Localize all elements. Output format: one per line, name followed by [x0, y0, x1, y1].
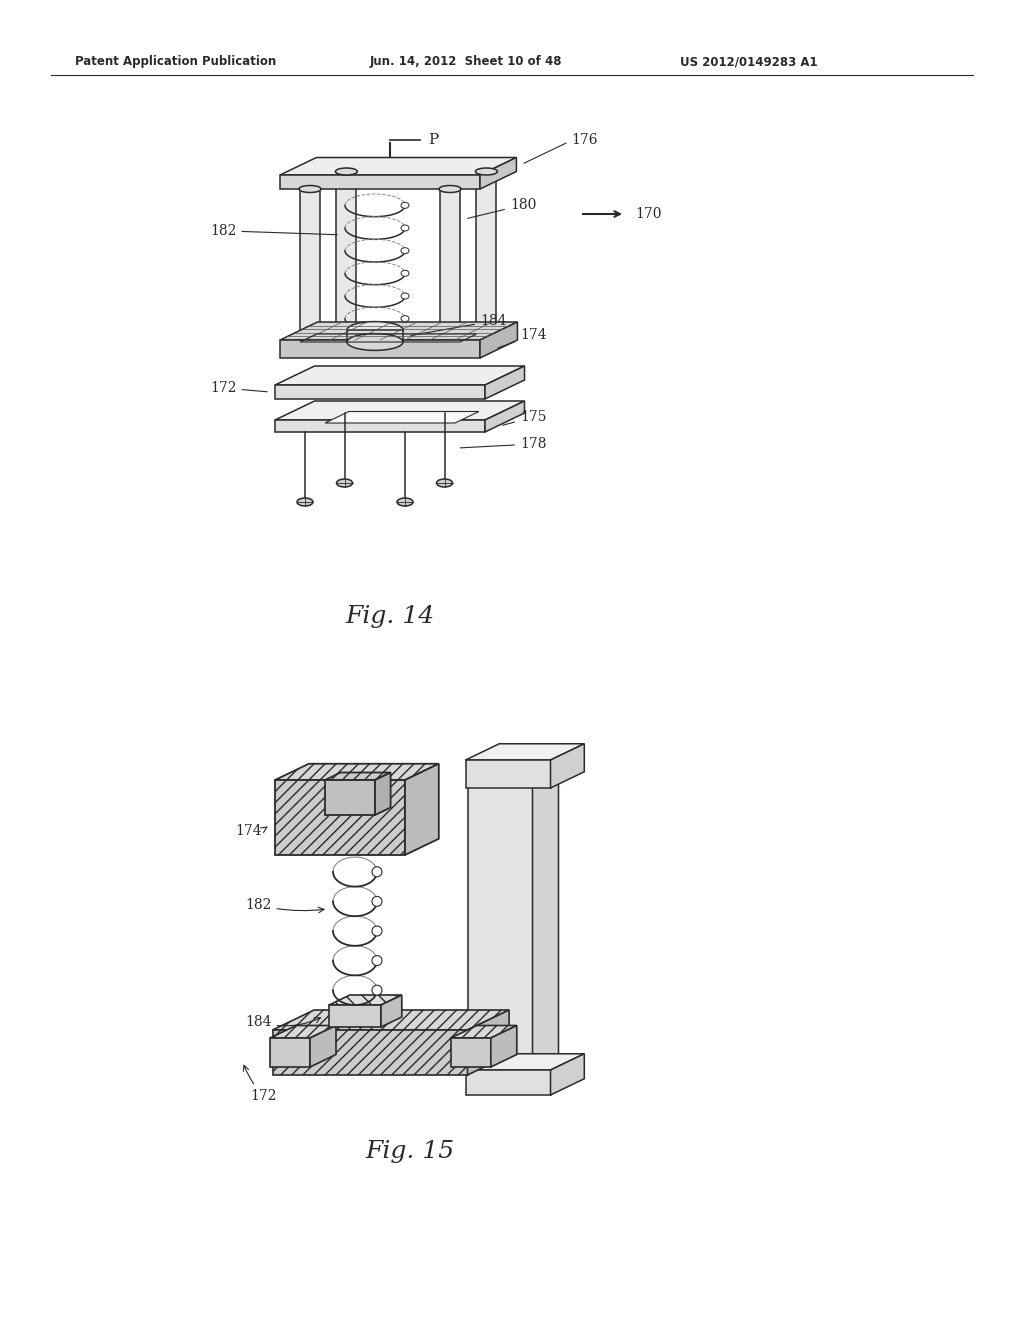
Text: 174: 174: [498, 327, 547, 348]
Text: 175: 175: [503, 411, 547, 425]
Polygon shape: [532, 758, 558, 1071]
Polygon shape: [375, 772, 390, 814]
Polygon shape: [325, 772, 390, 780]
Text: US 2012/0149283 A1: US 2012/0149283 A1: [680, 55, 817, 69]
Bar: [300, 189, 319, 341]
Polygon shape: [275, 401, 524, 420]
Ellipse shape: [401, 315, 409, 322]
Text: 170: 170: [635, 207, 662, 220]
Polygon shape: [275, 780, 406, 855]
Text: 174: 174: [234, 824, 267, 838]
Circle shape: [372, 927, 382, 936]
Text: 178: 178: [461, 437, 547, 451]
Text: 184: 184: [411, 314, 507, 335]
Ellipse shape: [401, 224, 409, 231]
Text: Patent Application Publication: Patent Application Publication: [75, 55, 276, 69]
Polygon shape: [485, 401, 524, 432]
Polygon shape: [468, 1010, 509, 1074]
Polygon shape: [466, 760, 551, 788]
Ellipse shape: [401, 248, 409, 253]
Polygon shape: [551, 1053, 585, 1096]
Polygon shape: [451, 1026, 517, 1038]
Text: Fig. 15: Fig. 15: [366, 1140, 455, 1163]
Polygon shape: [310, 1026, 336, 1067]
Polygon shape: [329, 1005, 381, 1027]
Polygon shape: [329, 995, 401, 1005]
Text: 172: 172: [244, 1065, 276, 1104]
Text: P: P: [428, 133, 438, 147]
Ellipse shape: [297, 498, 313, 506]
Text: 184: 184: [245, 1015, 321, 1030]
Text: 182: 182: [210, 224, 337, 238]
Ellipse shape: [439, 337, 461, 343]
Text: 180: 180: [468, 198, 537, 218]
Polygon shape: [275, 366, 524, 385]
Polygon shape: [275, 764, 439, 780]
Text: 176: 176: [524, 133, 598, 164]
Circle shape: [372, 867, 382, 876]
Bar: [337, 172, 356, 341]
Polygon shape: [280, 322, 517, 341]
Polygon shape: [280, 341, 480, 358]
Polygon shape: [480, 322, 517, 358]
Ellipse shape: [347, 334, 403, 350]
Ellipse shape: [397, 498, 413, 506]
Polygon shape: [381, 995, 401, 1027]
Polygon shape: [270, 1038, 310, 1067]
Polygon shape: [468, 770, 532, 1071]
Bar: [476, 172, 497, 341]
Ellipse shape: [436, 479, 453, 487]
Ellipse shape: [475, 337, 498, 343]
Polygon shape: [280, 157, 516, 176]
Polygon shape: [451, 1038, 490, 1067]
Ellipse shape: [401, 293, 409, 300]
Polygon shape: [272, 1010, 509, 1030]
Text: Fig. 14: Fig. 14: [345, 605, 434, 628]
Polygon shape: [466, 743, 585, 760]
Polygon shape: [280, 176, 480, 189]
Polygon shape: [466, 1071, 551, 1096]
Polygon shape: [275, 385, 485, 399]
Text: 172: 172: [210, 381, 267, 395]
Polygon shape: [490, 1026, 517, 1067]
Text: 182: 182: [245, 898, 324, 912]
Circle shape: [372, 896, 382, 907]
Ellipse shape: [475, 168, 498, 176]
Ellipse shape: [401, 202, 409, 209]
Polygon shape: [275, 420, 485, 432]
Text: Jun. 14, 2012  Sheet 10 of 48: Jun. 14, 2012 Sheet 10 of 48: [370, 55, 562, 69]
Polygon shape: [325, 412, 479, 422]
Ellipse shape: [299, 337, 321, 343]
Polygon shape: [485, 366, 524, 399]
Ellipse shape: [299, 186, 321, 193]
Polygon shape: [480, 157, 516, 189]
Polygon shape: [468, 758, 558, 770]
Ellipse shape: [337, 479, 352, 487]
Polygon shape: [272, 1030, 468, 1074]
Ellipse shape: [336, 168, 357, 176]
Ellipse shape: [439, 186, 461, 193]
Polygon shape: [270, 1026, 336, 1038]
Polygon shape: [551, 743, 585, 788]
Polygon shape: [466, 1053, 585, 1071]
Ellipse shape: [347, 322, 403, 338]
Bar: [440, 189, 460, 341]
Ellipse shape: [336, 337, 357, 343]
Circle shape: [372, 985, 382, 995]
Polygon shape: [325, 780, 375, 814]
Polygon shape: [406, 764, 439, 855]
Bar: [347, 330, 403, 342]
Circle shape: [372, 956, 382, 966]
Ellipse shape: [401, 271, 409, 276]
